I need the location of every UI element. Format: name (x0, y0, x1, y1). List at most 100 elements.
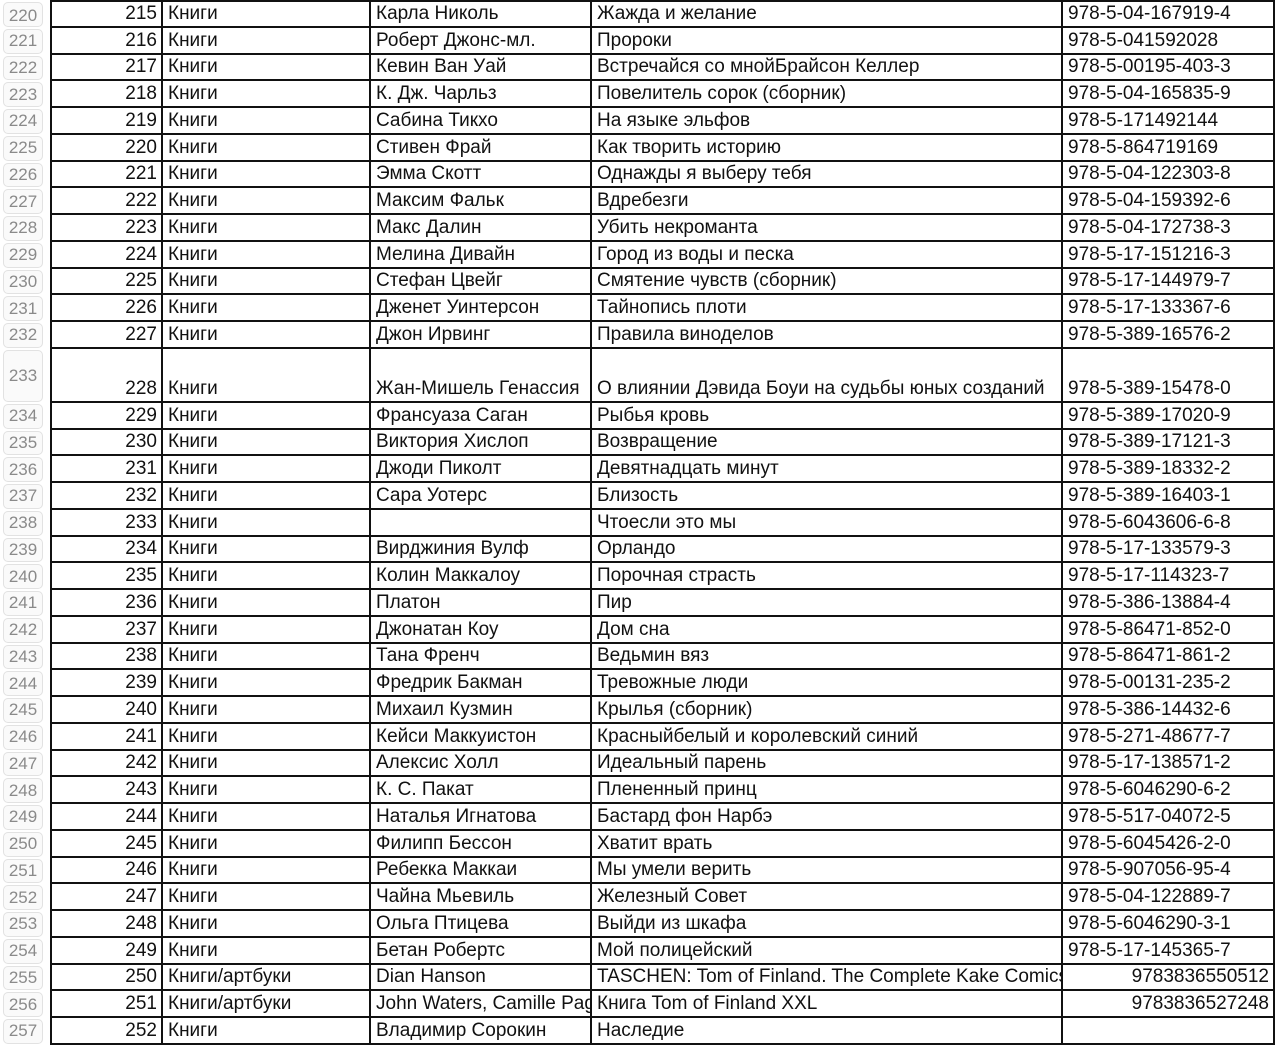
cell-isbn[interactable]: 978-5-386-13884-4 (1063, 590, 1275, 617)
cell-title[interactable]: Железный Совет (592, 884, 1063, 911)
row-header[interactable]: 242 (3, 617, 43, 643)
cell-category[interactable]: Книги (163, 804, 371, 831)
cell-category[interactable]: Книги (163, 777, 371, 804)
cell-isbn[interactable]: 978-5-17-151216-3 (1063, 241, 1275, 269)
cell-isbn[interactable]: 978-5-17-144979-7 (1063, 268, 1275, 296)
cell-id[interactable]: 226 (50, 295, 163, 322)
row-header[interactable]: 246 (3, 724, 43, 750)
cell-author[interactable]: Роберт Джонс-мл. (371, 27, 592, 55)
cell-category[interactable]: Книги (163, 108, 371, 135)
row-header[interactable]: 256 (3, 992, 43, 1017)
cell-author[interactable]: Фредрик Бакман (371, 670, 592, 697)
cell-id[interactable]: 228 (50, 348, 163, 403)
cell-author[interactable]: Мелина Дивайн (371, 241, 592, 269)
cell-isbn[interactable]: 978-5-6046290-6-2 (1063, 777, 1275, 804)
cell-isbn[interactable]: 978-5-04-122303-8 (1063, 161, 1275, 189)
cell-isbn[interactable]: 9783836550512 (1063, 964, 1275, 992)
cell-isbn[interactable]: 978-5-6043606-6-8 (1063, 509, 1275, 537)
cell-title[interactable]: Красныйбелый и королевский синий (592, 723, 1063, 751)
cell-isbn[interactable]: 978-5-04-122889-7 (1063, 884, 1275, 911)
cell-author[interactable]: Эмма Скотт (371, 161, 592, 189)
cell-title[interactable]: Наследие (592, 1018, 1063, 1045)
row-header[interactable]: 231 (3, 296, 43, 321)
row-header[interactable]: 223 (3, 82, 43, 107)
cell-title[interactable]: Город из воды и песка (592, 241, 1063, 269)
cell-title[interactable]: О влиянии Дэвида Боуи на судьбы юных соз… (592, 348, 1063, 403)
cell-id[interactable]: 218 (50, 81, 163, 108)
cell-author[interactable]: Ольга Птицева (371, 911, 592, 938)
cell-category[interactable]: Книги (163, 348, 371, 403)
cell-isbn[interactable] (1063, 1018, 1275, 1045)
cell-category[interactable]: Книги/артбуки (163, 964, 371, 992)
cell-author[interactable]: Кейси Маккуистон (371, 723, 592, 751)
cell-isbn[interactable]: 978-5-04-172738-3 (1063, 215, 1275, 242)
cell-author[interactable]: Сара Уотерс (371, 483, 592, 510)
cell-author[interactable] (371, 509, 592, 537)
cell-title[interactable]: Вдребезги (592, 188, 1063, 215)
cell-id[interactable]: 223 (50, 215, 163, 242)
cell-id[interactable]: 221 (50, 161, 163, 189)
row-header[interactable]: 251 (3, 858, 43, 884)
cell-author[interactable]: Тана Френч (371, 643, 592, 671)
cell-title[interactable]: Мой полицейский (592, 937, 1063, 965)
cell-title[interactable]: Ведьмин вяз (592, 643, 1063, 671)
cell-title[interactable]: Близость (592, 483, 1063, 510)
cell-category[interactable]: Книги (163, 884, 371, 911)
cell-title[interactable]: Чтоесли это мы (592, 509, 1063, 537)
row-header[interactable]: 237 (3, 484, 43, 509)
cell-isbn[interactable]: 978-5-386-14432-6 (1063, 697, 1275, 724)
cell-author[interactable]: Чайна Мьевиль (371, 884, 592, 911)
cell-isbn[interactable]: 978-5-04-159392-6 (1063, 188, 1275, 215)
cell-title[interactable]: Крылья (сборник) (592, 697, 1063, 724)
cell-author[interactable]: Макс Далин (371, 215, 592, 242)
cell-isbn[interactable]: 978-5-389-17121-3 (1063, 429, 1275, 457)
cell-title[interactable]: Рыбья кровь (592, 402, 1063, 430)
cell-isbn[interactable]: 978-5-389-16576-2 (1063, 322, 1275, 349)
row-header[interactable]: 221 (3, 28, 43, 54)
cell-id[interactable]: 231 (50, 456, 163, 483)
cell-isbn[interactable]: 978-5-517-04072-5 (1063, 804, 1275, 831)
cell-isbn[interactable]: 978-5-907056-95-4 (1063, 857, 1275, 885)
cell-category[interactable]: Книги (163, 429, 371, 457)
cell-author[interactable]: Жан-Мишель Генассия (371, 348, 592, 403)
cell-id[interactable]: 219 (50, 108, 163, 135)
row-header[interactable]: 252 (3, 885, 43, 910)
cell-category[interactable]: Книги (163, 1, 371, 28)
row-header[interactable]: 240 (3, 564, 43, 589)
row-header[interactable]: 249 (3, 805, 43, 830)
cell-author[interactable]: Колин Маккалоу (371, 563, 592, 590)
row-header[interactable]: 250 (3, 831, 43, 857)
cell-isbn[interactable]: 9783836527248 (1063, 991, 1275, 1018)
row-header[interactable]: 255 (3, 965, 43, 991)
cell-id[interactable]: 232 (50, 483, 163, 510)
cell-category[interactable]: Книги (163, 509, 371, 537)
row-header[interactable]: 224 (3, 109, 43, 134)
row-header[interactable]: 229 (3, 242, 43, 268)
cell-category[interactable]: Книги (163, 456, 371, 483)
cell-author[interactable]: Джонатан Коу (371, 616, 592, 644)
row-header[interactable]: 241 (3, 591, 43, 616)
cell-author[interactable]: Дженет Уинтерсон (371, 295, 592, 322)
cell-title[interactable]: Бастард фон Нарбэ (592, 804, 1063, 831)
cell-id[interactable]: 242 (50, 750, 163, 778)
cell-category[interactable]: Книги (163, 911, 371, 938)
cell-title[interactable]: Девятнадцать минут (592, 456, 1063, 483)
cell-isbn[interactable]: 978-5-389-17020-9 (1063, 402, 1275, 430)
cell-title[interactable]: Книга Tom of Finland XXL (592, 991, 1063, 1018)
row-header[interactable]: 222 (3, 55, 43, 81)
cell-id[interactable]: 216 (50, 27, 163, 55)
row-header[interactable]: 233 (3, 349, 43, 402)
cell-author[interactable]: Алексис Холл (371, 750, 592, 778)
cell-isbn[interactable]: 978-5-389-16403-1 (1063, 483, 1275, 510)
cell-title[interactable]: Повелитель сорок (сборник) (592, 81, 1063, 108)
cell-category[interactable]: Книги (163, 54, 371, 82)
row-header[interactable]: 235 (3, 430, 43, 456)
row-header[interactable]: 245 (3, 698, 43, 723)
cell-author[interactable]: Джон Ирвинг (371, 322, 592, 349)
cell-id[interactable]: 222 (50, 188, 163, 215)
cell-category[interactable]: Книги (163, 81, 371, 108)
cell-title[interactable]: Тайнопись плоти (592, 295, 1063, 322)
cell-author[interactable]: Филипп Бессон (371, 830, 592, 858)
cell-title[interactable]: Плененный принц (592, 777, 1063, 804)
cell-title[interactable]: Как творить историю (592, 134, 1063, 162)
